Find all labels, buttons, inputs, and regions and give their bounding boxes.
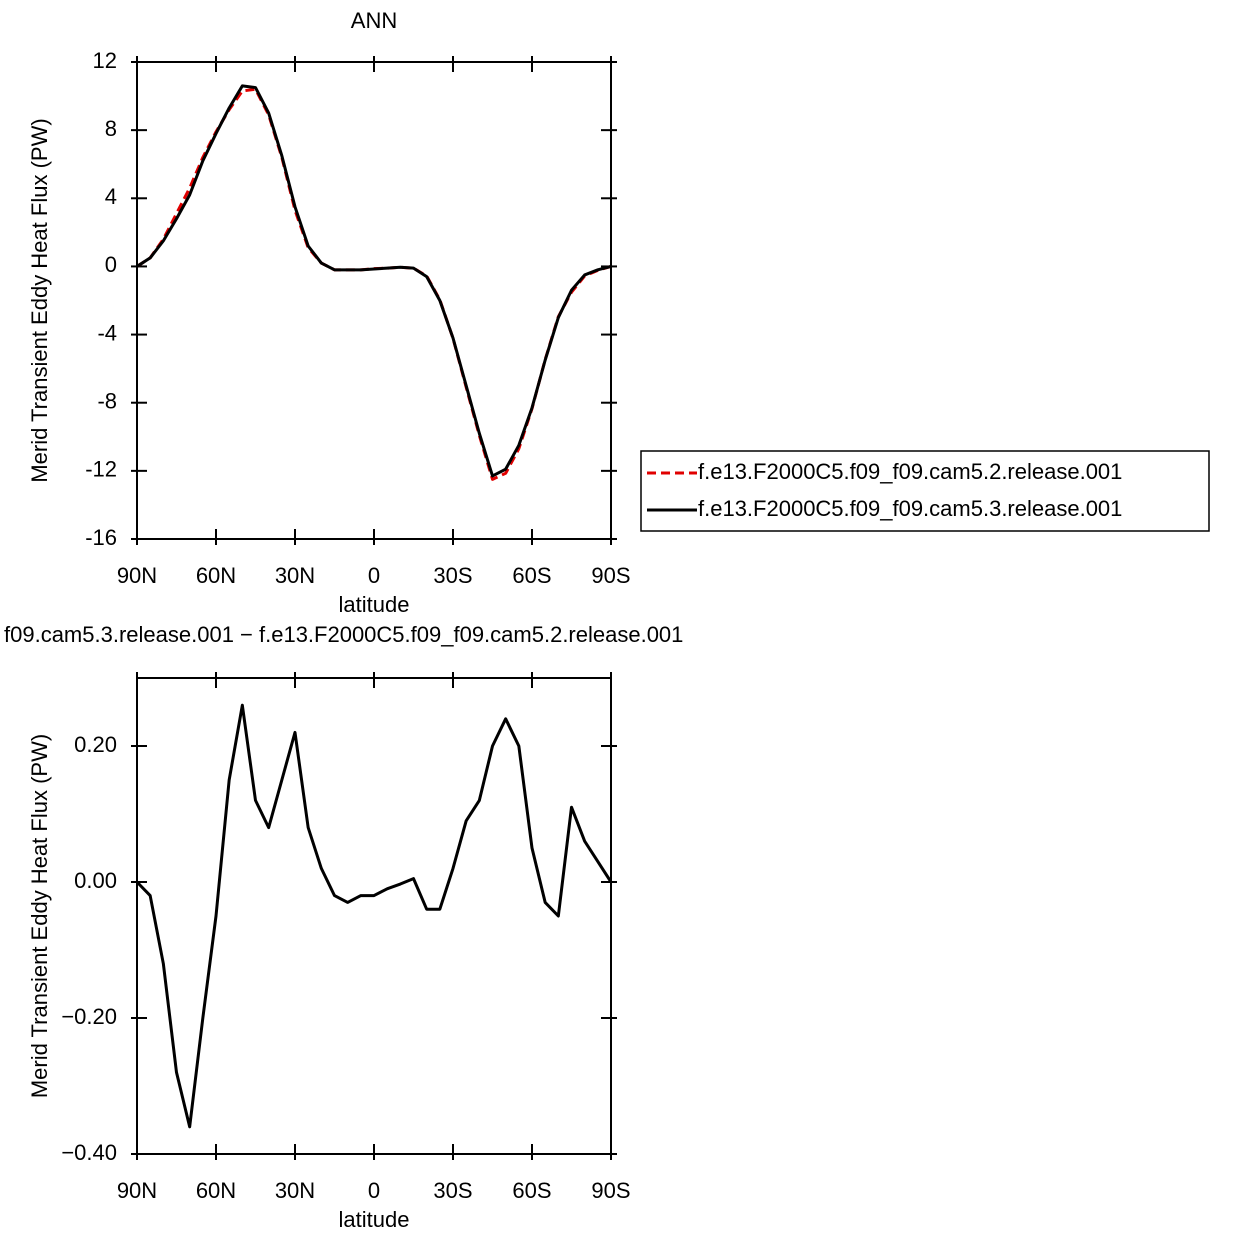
y-tick-label: -4 <box>97 320 117 345</box>
y-tick-label: -16 <box>85 525 117 550</box>
x-tick-label: 30N <box>275 1178 315 1203</box>
x-tick-label: 90S <box>591 563 630 588</box>
y-tick-label: −0.20 <box>61 1004 117 1029</box>
y-axis-label: Merid Transient Eddy Heat Flux (PW) <box>27 118 52 482</box>
chart-title: f09.cam5.3.release.001 − f.e13.F2000C5.f… <box>4 622 683 647</box>
y-tick-label: 8 <box>105 116 117 141</box>
x-tick-label: 0 <box>368 563 380 588</box>
x-tick-label: 90S <box>591 1178 630 1203</box>
y-axis-label: Merid Transient Eddy Heat Flux (PW) <box>27 734 52 1098</box>
y-tick-label: 0.20 <box>74 732 117 757</box>
y-tick-label: -8 <box>97 389 117 414</box>
legend-label: f.e13.F2000C5.f09_f09.cam5.3.release.001 <box>698 496 1122 521</box>
y-tick-label: -12 <box>85 457 117 482</box>
x-tick-label: 90N <box>117 563 157 588</box>
x-tick-label: 30S <box>433 563 472 588</box>
x-tick-label: 60S <box>512 1178 551 1203</box>
legend-box <box>640 450 1210 532</box>
y-tick-label: 12 <box>93 48 117 73</box>
y-tick-label: 0.00 <box>74 868 117 893</box>
x-axis-label: latitude <box>339 592 410 617</box>
plot-frame <box>136 677 612 1155</box>
x-tick-label: 60N <box>196 563 236 588</box>
data-line <box>136 84 612 478</box>
x-tick-label: 90N <box>117 1178 157 1203</box>
x-tick-label: 60S <box>512 563 551 588</box>
legend-label: f.e13.F2000C5.f09_f09.cam5.2.release.001 <box>698 459 1122 484</box>
y-tick-label: −0.40 <box>61 1140 117 1165</box>
x-tick-label: 30S <box>433 1178 472 1203</box>
chart-title: ANN <box>351 8 397 33</box>
y-tick-label: 4 <box>105 184 117 209</box>
x-tick-label: 0 <box>368 1178 380 1203</box>
x-tick-label: 30N <box>275 563 315 588</box>
plot-frame <box>136 61 612 540</box>
x-axis-label: latitude <box>339 1207 410 1232</box>
x-tick-label: 60N <box>196 1178 236 1203</box>
data-line <box>135 703 613 1129</box>
y-tick-label: 0 <box>105 252 117 277</box>
